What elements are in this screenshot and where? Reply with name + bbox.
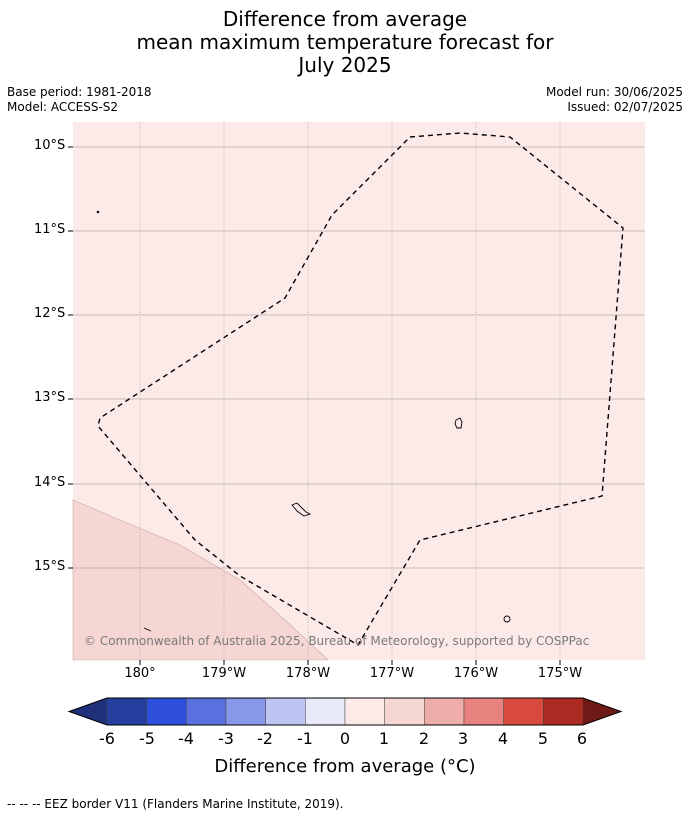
colorbar-tick-label: -1: [297, 729, 313, 748]
colorbar-label: Difference from average (°C): [214, 756, 476, 777]
graticule: [73, 122, 645, 660]
island-outline: [291, 502, 312, 517]
lon-label: 178°W: [285, 666, 331, 681]
anomaly-region-sw: [72, 499, 329, 661]
colorbar-tick-label: 0: [339, 729, 351, 748]
colorbar-tick-label: -5: [139, 729, 155, 748]
lon-label: 179°W: [201, 666, 247, 681]
issued-date: Issued: 02/07/2025: [567, 100, 683, 114]
map-panel: [68, 122, 645, 665]
colorbar-tick-label: 3: [457, 729, 469, 748]
colorbar-tick-label: -6: [99, 729, 115, 748]
colorbar-tick-label: 2: [418, 729, 430, 748]
colorbar-bin: [225, 697, 266, 726]
colorbar-bin: [543, 697, 584, 726]
colorbar-tick-label: 6: [576, 729, 588, 748]
colorbar-bin: [424, 697, 465, 726]
colorbar-bin: [186, 697, 227, 726]
eez-legend: -- -- -- EEZ border V11 (Flanders Marine…: [7, 797, 344, 811]
colorbar-extension-low: [69, 698, 107, 725]
colorbar-bin: [265, 697, 306, 726]
colorbar-bin: [463, 697, 504, 726]
title-line-1: Difference from average: [222, 7, 468, 31]
colorbar-bin: [106, 697, 147, 726]
colorbar-outline: [67, 697, 623, 726]
lat-label: 12°S: [34, 306, 66, 321]
colorbar-tick-label: -2: [257, 729, 273, 748]
colorbar-bin: [146, 697, 187, 726]
colorbar-tick-label: -4: [178, 729, 194, 748]
lon-label: 180°: [124, 666, 156, 681]
colorbar-bin: [384, 697, 425, 726]
island-outline: [503, 615, 511, 623]
colorbar-tick-label: -3: [218, 729, 234, 748]
island-outline: [454, 417, 463, 429]
chart-title: Difference from average mean maximum tem…: [0, 8, 690, 77]
model-name: Model: ACCESS-S2: [7, 100, 119, 114]
colorbar-tick-label: 1: [378, 729, 390, 748]
colorbar-tick-label: 4: [497, 729, 509, 748]
title-line-3: July 2025: [298, 53, 392, 77]
tick-marks: [68, 146, 561, 665]
lat-label: 13°S: [34, 390, 66, 405]
lat-label: 10°S: [34, 138, 66, 153]
meta-right: Model run: 30/06/2025 Issued: 02/07/2025: [546, 85, 683, 115]
colorbar-extension-high: [583, 698, 621, 725]
colorbar-tick-label: 5: [537, 729, 549, 748]
lat-label: 14°S: [34, 475, 66, 490]
title-line-2: mean maximum temperature forecast for: [136, 30, 554, 54]
lon-label: 175°W: [537, 666, 583, 681]
colorbar-bin: [305, 697, 346, 726]
colorbar-bin: [503, 697, 544, 726]
lon-label: 176°W: [453, 666, 499, 681]
lat-label: 11°S: [34, 222, 66, 237]
model-run: Model run: 30/06/2025: [545, 85, 683, 99]
eez-border: [97, 132, 624, 646]
colorbar-bin: [344, 697, 385, 726]
base-period: Base period: 1981-2018: [7, 85, 152, 99]
lon-label: 177°W: [369, 666, 415, 681]
island-outline: [96, 210, 100, 214]
colorbar: [67, 697, 623, 726]
lat-label: 15°S: [34, 559, 66, 574]
island-outlines: [96, 210, 511, 632]
island-outline: [143, 627, 152, 632]
copyright-notice: © Commonwealth of Australia 2025, Bureau…: [84, 634, 590, 648]
meta-left: Base period: 1981-2018 Model: ACCESS-S2: [7, 85, 152, 115]
